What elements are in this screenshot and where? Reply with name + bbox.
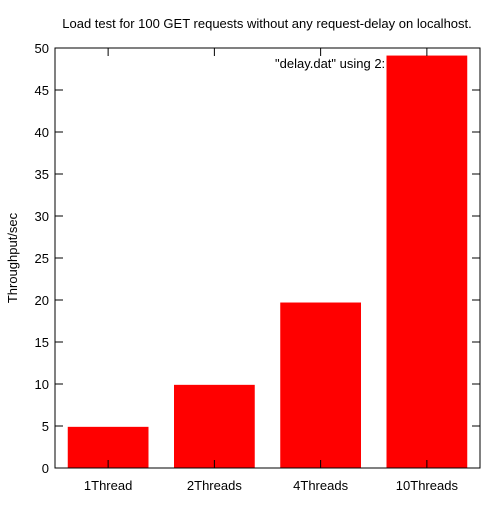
y-tick-label: 40	[35, 125, 49, 140]
bar-4threads	[280, 302, 361, 468]
legend-label: "delay.dat" using 2:	[275, 56, 385, 71]
y-tick-label: 45	[35, 83, 49, 98]
bar-10threads	[386, 55, 468, 469]
y-tick-label: 15	[35, 335, 49, 350]
y-axis-label: Throughput/sec	[5, 212, 20, 303]
x-tick-label: 10Threads	[396, 478, 459, 493]
y-tick-label: 50	[35, 41, 49, 56]
chart-title: Load test for 100 GET requests without a…	[62, 16, 472, 31]
y-tick-label: 5	[42, 419, 49, 434]
y-axis-ticks: 0 5 10 15 20 25 30 35 40 45 50	[35, 41, 480, 476]
x-axis-ticks: 1Thread 2Threads 4Threads 10Threads	[84, 48, 459, 493]
y-tick-label: 20	[35, 293, 49, 308]
x-tick-label: 2Threads	[187, 478, 242, 493]
y-tick-label: 0	[42, 461, 49, 476]
x-tick-label: 4Threads	[293, 478, 348, 493]
y-tick-label: 10	[35, 377, 49, 392]
bar-2threads	[174, 384, 255, 468]
x-tick-label: 1Thread	[84, 478, 132, 493]
y-tick-label: 30	[35, 209, 49, 224]
y-tick-label: 25	[35, 251, 49, 266]
bars-layer	[67, 55, 468, 469]
y-tick-label: 35	[35, 167, 49, 182]
